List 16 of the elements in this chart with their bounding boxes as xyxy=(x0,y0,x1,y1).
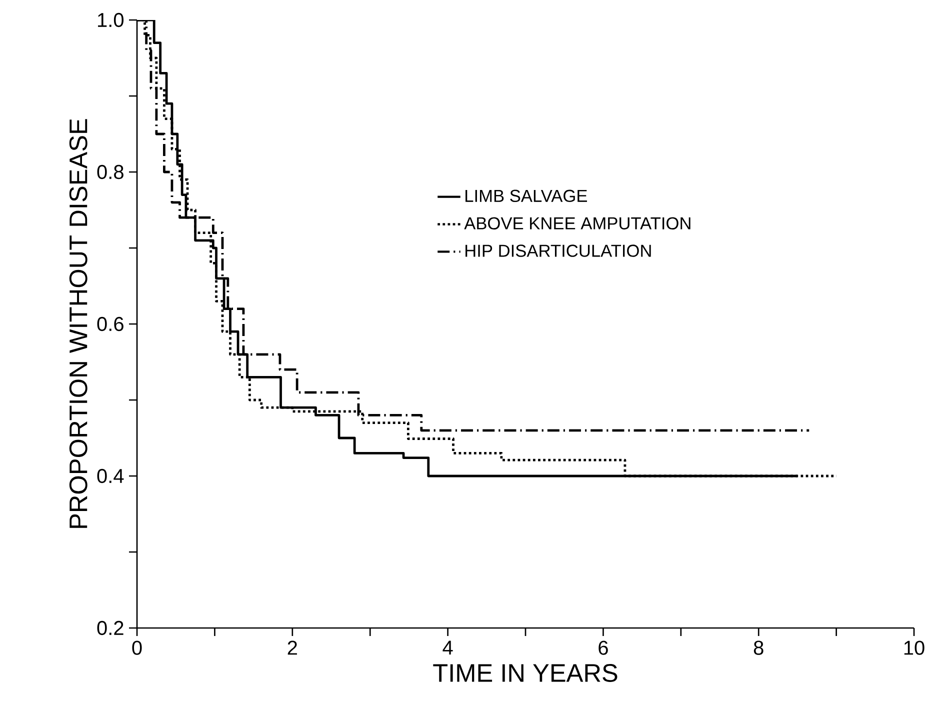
y-tick-label: 0.8 xyxy=(97,164,124,180)
legend-label: LIMB SALVAGE xyxy=(466,190,587,202)
x-tick-label: 4 xyxy=(442,640,453,654)
y-tick-label: 0.2 xyxy=(97,620,124,636)
legend-label: HIP DISARTICULATION xyxy=(466,244,651,257)
y-axis-title: PROPORTION WITHOUT DISEASE xyxy=(69,119,88,528)
y-tick-label: 1.0 xyxy=(98,12,124,28)
x-axis-title: TIME IN YEARS xyxy=(433,664,618,682)
y-tick-label: 0.6 xyxy=(97,316,124,332)
legend-label: ABOVE KNEE AMPUTATION xyxy=(464,217,690,230)
x-tick-label: 8 xyxy=(754,640,764,655)
x-tick-label: 2 xyxy=(288,640,297,655)
y-tick-label: 0.4 xyxy=(97,468,124,484)
x-tick-label: 6 xyxy=(598,640,608,655)
x-tick-label: 0 xyxy=(132,640,142,655)
x-tick-label: 10 xyxy=(904,640,924,655)
